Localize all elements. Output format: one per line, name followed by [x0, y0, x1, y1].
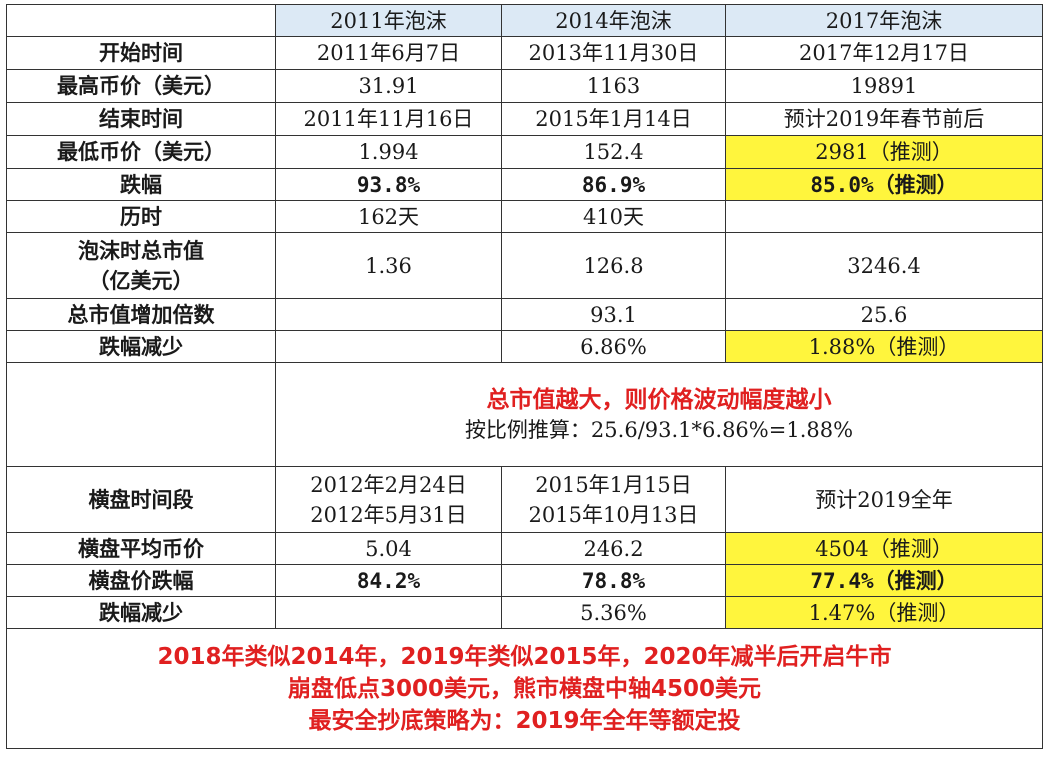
- note-formula: 按比例推算：25.6/93.1*6.86%=1.88%: [464, 417, 854, 442]
- row-drop: 跌幅 93.8% 86.9% 85.0%（推测）: [6, 168, 1043, 201]
- row-end-time: 结束时间 2011年11月16日 2015年1月14日 预计2019年春节前后: [6, 102, 1043, 136]
- cell: 162天: [275, 200, 502, 233]
- header-row: 2011年泡沫 2014年泡沫 2017年泡沫: [6, 4, 1043, 37]
- bitcoin-bubble-table: 2011年泡沫 2014年泡沫 2017年泡沫 开始时间 2011年6月7日 2…: [6, 4, 1043, 749]
- date-line: 2015年10月13日: [528, 502, 699, 527]
- date-line: 2012年2月24日: [310, 472, 467, 497]
- cell: 1.36: [275, 232, 502, 299]
- row-consolidation-avg: 横盘平均币价 5.04 246.2 4504（推测）: [6, 532, 1043, 565]
- header-2017: 2017年泡沫: [725, 4, 1043, 37]
- row-high-price: 最高币价（美元） 31.91 1163 19891: [6, 69, 1043, 103]
- row-start-time: 开始时间 2011年6月7日 2013年11月30日 2017年12月17日: [6, 36, 1043, 70]
- label-high-price: 最高币价（美元）: [6, 69, 276, 103]
- cell: 1.994: [275, 135, 502, 169]
- cell: 预计2019年春节前后: [725, 102, 1043, 136]
- cell-bold: 84.2%: [275, 564, 502, 597]
- cell: 1163: [501, 69, 726, 103]
- note-cell: 总市值越大，则价格波动幅度越小 按比例推算：25.6/93.1*6.86%=1.…: [275, 362, 1043, 467]
- cell: [275, 330, 502, 363]
- cell: 19891: [725, 69, 1043, 103]
- label-start-time: 开始时间: [6, 36, 276, 70]
- cell: 25.6: [725, 298, 1043, 331]
- cell-two-line: 2015年1月15日 2015年10月13日: [501, 466, 726, 533]
- cell: 93.1: [501, 298, 726, 331]
- corner-cell: [6, 4, 276, 37]
- cell: [725, 200, 1043, 233]
- cell: 31.91: [275, 69, 502, 103]
- header-2011: 2011年泡沫: [275, 4, 502, 37]
- cell: [275, 596, 502, 629]
- row-consolidation-drop: 横盘价跌幅 84.2% 78.8% 77.4%（推测）: [6, 564, 1043, 597]
- cell-bold-highlighted: 77.4%（推测）: [725, 564, 1043, 597]
- cell: 126.8: [501, 232, 726, 299]
- cell: 2013年11月30日: [501, 36, 726, 70]
- cell: 5.36%: [501, 596, 726, 629]
- header-2014: 2014年泡沫: [501, 4, 726, 37]
- row-market-cap: 泡沫时总市值 （亿美元） 1.36 126.8 3246.4: [6, 232, 1043, 299]
- cell: 246.2: [501, 532, 726, 565]
- label-line: 泡沫时总市值: [78, 238, 204, 263]
- cell-bold: 78.8%: [501, 564, 726, 597]
- cell-highlighted: 1.47%（推测）: [725, 596, 1043, 629]
- label-market-cap: 泡沫时总市值 （亿美元）: [6, 232, 276, 299]
- cell: 152.4: [501, 135, 726, 169]
- label-end-time: 结束时间: [6, 102, 276, 136]
- cell: 6.86%: [501, 330, 726, 363]
- cell: 410天: [501, 200, 726, 233]
- cell-bold: 93.8%: [275, 168, 502, 201]
- label-consolidation-period: 横盘时间段: [6, 466, 276, 533]
- label-consolidation-drop: 横盘价跌幅: [6, 564, 276, 597]
- row-consolidation-reduction: 跌幅减少 5.36% 1.47%（推测）: [6, 596, 1043, 629]
- row-low-price: 最低币价（美元） 1.994 152.4 2981（推测）: [6, 135, 1043, 169]
- cell: 5.04: [275, 532, 502, 565]
- cell: 2011年11月16日: [275, 102, 502, 136]
- label-line: （亿美元）: [88, 268, 194, 293]
- cell: 预计2019全年: [725, 466, 1043, 533]
- row-footer: 2018年类似2014年，2019年类似2015年，2020年减半后开启牛市 崩…: [6, 628, 1043, 749]
- row-drop-reduction: 跌幅减少 6.86% 1.88%（推测）: [6, 330, 1043, 363]
- label-consolidation-avg: 横盘平均币价: [6, 532, 276, 565]
- cell: 2011年6月7日: [275, 36, 502, 70]
- footer-line-2: 崩盘低点3000美元，熊市横盘中轴4500美元: [287, 675, 762, 702]
- cell: 2017年12月17日: [725, 36, 1043, 70]
- date-line: 2015年1月15日: [535, 472, 692, 497]
- note-left-blank: [6, 362, 276, 467]
- row-consolidation-period: 横盘时间段 2012年2月24日 2012年5月31日 2015年1月15日 2…: [6, 466, 1043, 533]
- cell: [275, 298, 502, 331]
- row-note: 总市值越大，则价格波动幅度越小 按比例推算：25.6/93.1*6.86%=1.…: [6, 362, 1043, 467]
- cell-highlighted: 2981（推测）: [725, 135, 1043, 169]
- label-duration: 历时: [6, 200, 276, 233]
- cell-highlighted: 4504（推测）: [725, 532, 1043, 565]
- label-drop-reduction: 跌幅减少: [6, 330, 276, 363]
- cell-bold-highlighted: 85.0%（推测）: [725, 168, 1043, 201]
- label-low-price: 最低币价（美元）: [6, 135, 276, 169]
- row-cap-multiple: 总市值增加倍数 93.1 25.6: [6, 298, 1043, 331]
- cell-two-line: 2012年2月24日 2012年5月31日: [275, 466, 502, 533]
- date-line: 2012年5月31日: [310, 502, 467, 527]
- cell-highlighted: 1.88%（推测）: [725, 330, 1043, 363]
- row-duration: 历时 162天 410天: [6, 200, 1043, 233]
- cell: 3246.4: [725, 232, 1043, 299]
- footer-line-3: 最安全抄底策略为：2019年全年等额定投: [308, 707, 741, 734]
- note-title: 总市值越大，则价格波动幅度越小: [486, 386, 832, 413]
- label-consolidation-reduction: 跌幅减少: [6, 596, 276, 629]
- label-cap-multiple: 总市值增加倍数: [6, 298, 276, 331]
- footer-cell: 2018年类似2014年，2019年类似2015年，2020年减半后开启牛市 崩…: [6, 628, 1043, 749]
- cell-bold: 86.9%: [501, 168, 726, 201]
- footer-line-1: 2018年类似2014年，2019年类似2015年，2020年减半后开启牛市: [157, 643, 892, 670]
- cell: 2015年1月14日: [501, 102, 726, 136]
- label-drop: 跌幅: [6, 168, 276, 201]
